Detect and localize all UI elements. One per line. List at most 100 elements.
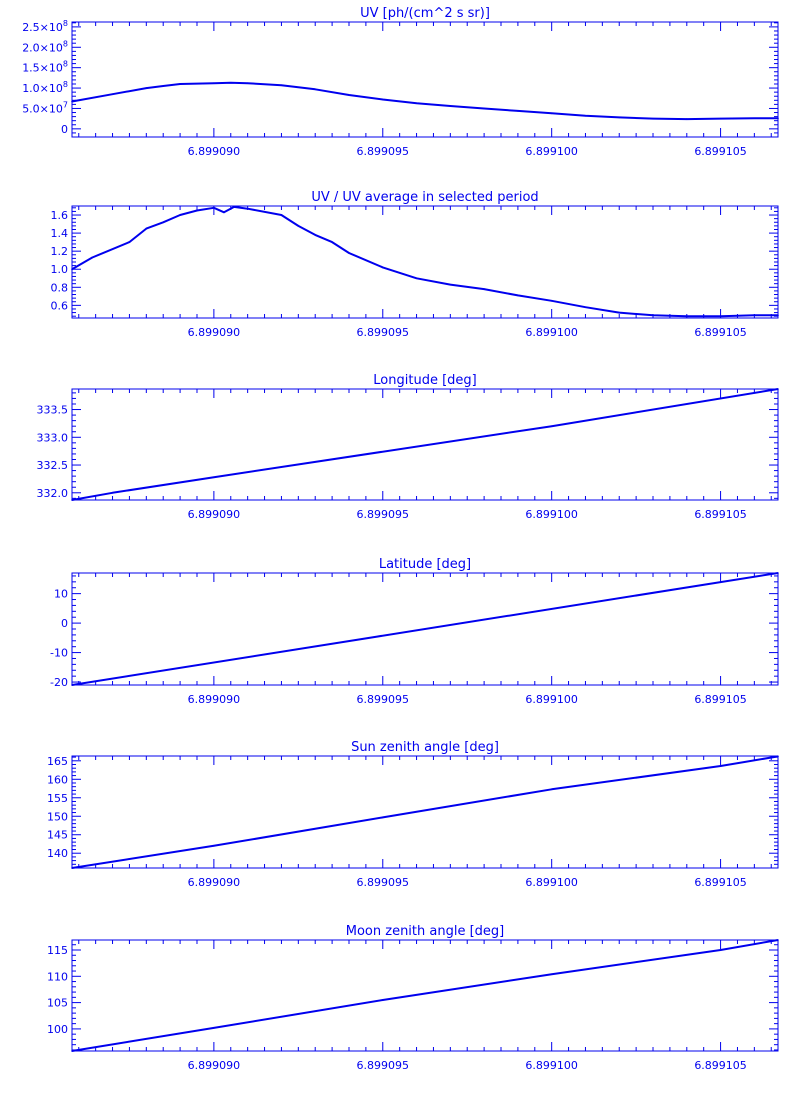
- y-tick-exponent: 8: [63, 39, 68, 48]
- y-tick-mantissa: 145: [47, 829, 68, 842]
- y-tick-label: 100: [47, 1023, 68, 1036]
- data-point: [246, 207, 249, 210]
- data-point: [162, 221, 165, 224]
- plot-frame: [71, 939, 779, 1052]
- x-tick-label: 6.899095: [357, 876, 410, 889]
- data-point: [449, 283, 452, 286]
- chart-panel-6: Moon zenith angle [deg] 6.899090 6.899095 6…: [47, 924, 779, 1072]
- x-tick-label: 6.899100: [525, 145, 578, 158]
- y-tick-mantissa: 155: [47, 792, 68, 805]
- data-point: [719, 117, 722, 120]
- y-tick-mantissa: 1.0×10: [22, 82, 63, 95]
- y-tick-label: 10: [54, 588, 68, 601]
- data-point: [584, 306, 587, 308]
- y-tick-label: 1.2: [51, 245, 69, 258]
- y-tick-mantissa: 160: [47, 773, 68, 786]
- data-point: [314, 88, 317, 91]
- data-point: [777, 388, 779, 390]
- data-point: [145, 227, 148, 230]
- x-tick-label: 6.899090: [188, 1059, 241, 1072]
- y-tick-label: 2.0×108: [22, 39, 68, 54]
- y-tick-mantissa: 1.0: [51, 263, 69, 276]
- series-line: [71, 939, 779, 1052]
- data-point: [550, 300, 553, 302]
- plot-frame: [71, 205, 779, 319]
- y-tick-label: 1.4: [51, 227, 69, 240]
- data-point: [71, 684, 73, 686]
- y-tick-label: 332.0: [37, 487, 69, 500]
- x-tick-label: 6.899100: [525, 508, 578, 521]
- data-point: [618, 311, 621, 314]
- data-point: [719, 949, 722, 951]
- data-point: [233, 206, 235, 208]
- y-tick-mantissa: 165: [47, 755, 68, 768]
- series-line: [71, 388, 779, 501]
- y-tick-mantissa: 100: [47, 1023, 68, 1036]
- data-point: [719, 765, 722, 767]
- chart-title: Longitude [deg]: [373, 373, 476, 388]
- data-point: [229, 81, 232, 84]
- x-tick-label: 6.899090: [188, 326, 241, 339]
- chart-title: Moon zenith angle [deg]: [346, 924, 504, 939]
- y-tick-mantissa: 1.5×10: [22, 62, 63, 75]
- x-tick-label: 6.899095: [357, 145, 410, 158]
- data-point: [223, 211, 225, 214]
- series-line: [71, 755, 779, 869]
- y-tick-mantissa: 150: [47, 810, 68, 823]
- data-point: [777, 572, 779, 574]
- y-tick-mantissa: 115: [47, 944, 68, 957]
- y-tick-mantissa: 0: [61, 123, 68, 136]
- y-tick-label: -20: [50, 676, 68, 689]
- data-point: [71, 499, 73, 501]
- data-point: [777, 939, 779, 941]
- data-point: [685, 118, 688, 120]
- y-tick-mantissa: 140: [47, 847, 68, 860]
- data-point: [517, 110, 519, 112]
- data-point: [449, 105, 452, 107]
- y-tick-mantissa: 5.0×10: [22, 102, 63, 115]
- x-tick-label: 6.899105: [694, 145, 747, 158]
- data-point: [196, 209, 198, 212]
- x-tick-label: 6.899105: [694, 876, 747, 889]
- x-tick-label: 6.899100: [525, 693, 578, 706]
- chart-title: UV [ph/(cm^2 s sr)]: [360, 6, 490, 21]
- x-tick-label: 6.899105: [694, 1059, 747, 1072]
- data-point: [381, 816, 384, 819]
- y-tick-label: -10: [50, 647, 68, 660]
- y-tick-label: 0.8: [51, 281, 69, 294]
- data-point: [550, 112, 553, 115]
- y-tick-label: 110: [47, 970, 68, 983]
- data-point: [777, 117, 779, 120]
- y-tick-label: 333.5: [37, 404, 69, 417]
- y-tick-mantissa: 1.4: [51, 227, 69, 240]
- x-tick-label: 6.899100: [525, 876, 578, 889]
- x-tick-label: 6.899090: [188, 876, 241, 889]
- y-tick-label: 1.0×108: [22, 80, 68, 95]
- data-point: [145, 87, 148, 89]
- data-point: [550, 425, 553, 427]
- data-point: [753, 314, 756, 317]
- data-point: [128, 241, 131, 243]
- y-tick-mantissa: 0.8: [51, 281, 69, 294]
- y-tick-label: 1.5×108: [22, 60, 68, 75]
- y-tick-mantissa: 332.5: [37, 459, 69, 472]
- data-point: [71, 268, 73, 271]
- plot-frame: [71, 755, 779, 869]
- data-point: [652, 314, 654, 317]
- y-tick-label: 1.0: [51, 263, 69, 276]
- y-tick-mantissa: -20: [50, 676, 68, 689]
- data-point: [415, 277, 418, 280]
- y-tick-mantissa: 0: [61, 617, 68, 630]
- y-tick-mantissa: 10: [54, 588, 68, 601]
- x-tick-label: 6.899105: [694, 326, 747, 339]
- chart-panel-4: Latitude [deg] 6.899090 6.899095 6.899100 6.…: [50, 557, 779, 706]
- data-point: [381, 999, 384, 1001]
- data-point: [483, 107, 485, 110]
- data-point: [213, 207, 215, 209]
- data-point: [162, 85, 165, 87]
- chart-panel-5: Sun zenith angle [deg] 6.899090 6.899095 6.…: [47, 740, 779, 889]
- x-tick-label: 6.899090: [188, 145, 241, 158]
- x-tick-label: 6.899090: [188, 508, 241, 521]
- data-point: [246, 82, 249, 84]
